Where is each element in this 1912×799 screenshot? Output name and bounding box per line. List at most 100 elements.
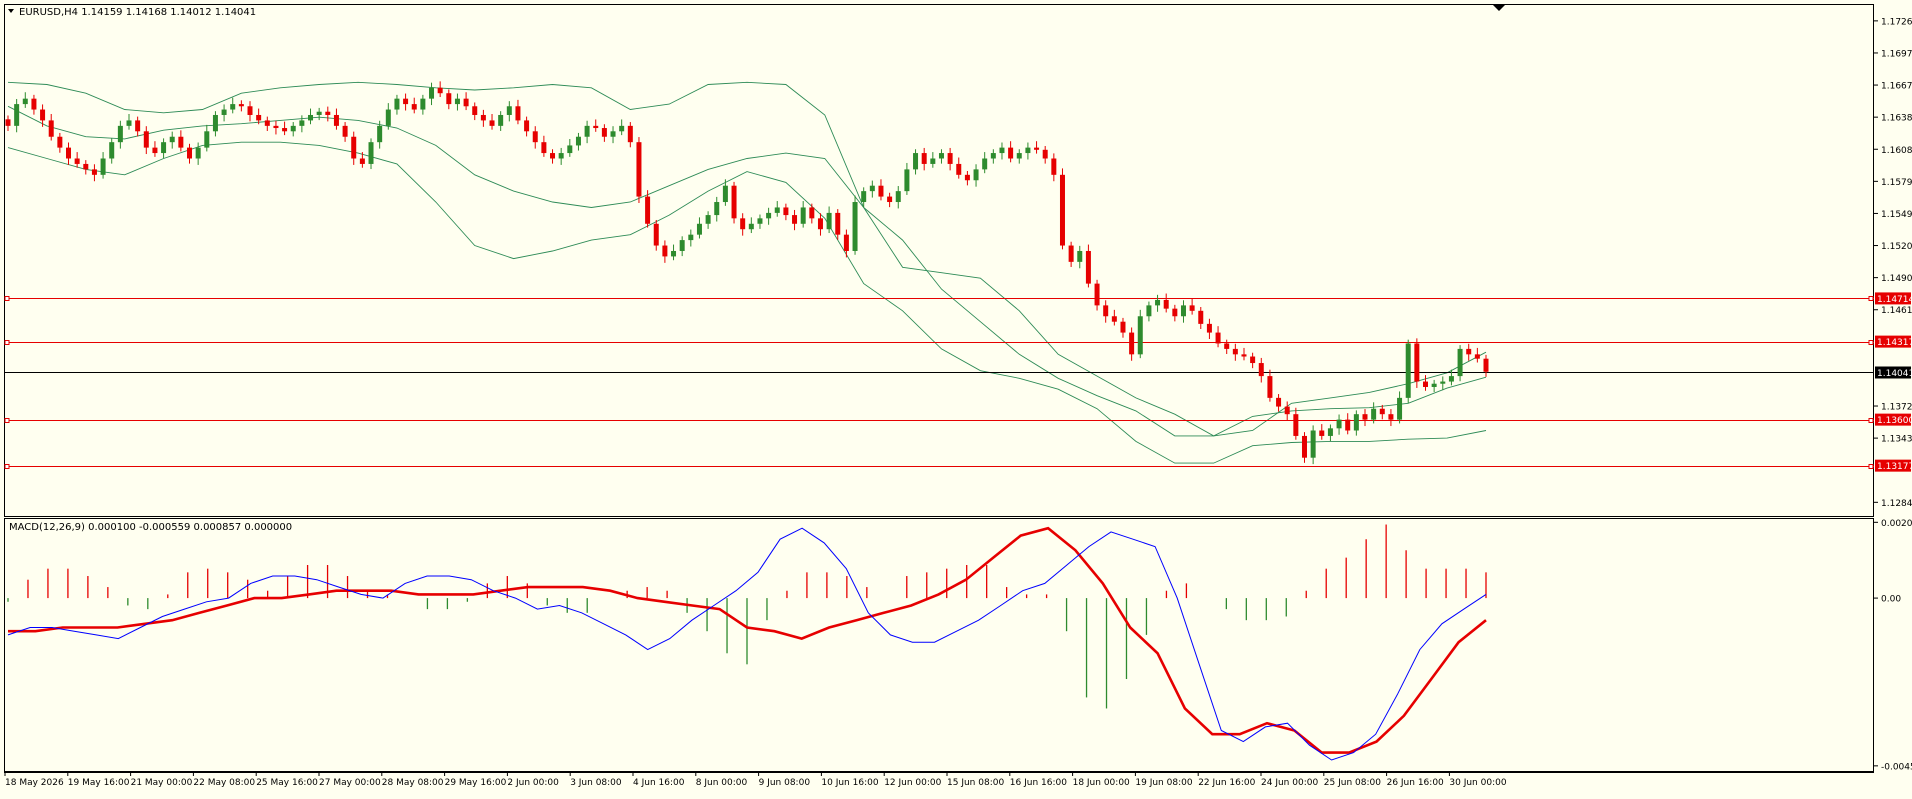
candle — [22, 92, 28, 108]
macd-axis-label: -0.004561 — [1881, 762, 1912, 772]
candle — [230, 97, 236, 114]
candle — [558, 147, 564, 165]
candle-body — [1267, 376, 1273, 398]
candle — [429, 82, 435, 106]
candle-body — [627, 125, 633, 143]
candle — [1284, 401, 1290, 421]
candle — [861, 187, 867, 208]
candle — [325, 106, 331, 122]
candle — [1448, 369, 1454, 386]
shift-marker-icon[interactable] — [1493, 5, 1505, 11]
candle — [1327, 424, 1333, 442]
candle-body — [48, 120, 54, 137]
candle — [299, 115, 305, 133]
candle — [878, 179, 884, 201]
candle — [1172, 304, 1178, 322]
candle — [1025, 142, 1031, 160]
candle — [835, 209, 841, 240]
time-axis-label: 25 Jun 08:00 — [1324, 778, 1381, 788]
candle — [446, 89, 452, 110]
candle-body — [126, 120, 132, 126]
candle-body — [117, 125, 123, 143]
candle-body — [264, 120, 270, 126]
candlesticks — [5, 81, 1489, 465]
candle — [247, 101, 253, 122]
candle — [645, 190, 651, 228]
candle-body — [973, 169, 979, 181]
candle-body — [688, 234, 694, 241]
time-axis-label: 2 Jun 00:00 — [507, 778, 559, 788]
time-axis-label: 29 May 16:00 — [445, 778, 507, 788]
candle-body — [584, 125, 590, 137]
candle-body — [913, 153, 919, 170]
candle — [1293, 407, 1299, 440]
candle — [40, 104, 46, 127]
candle — [1085, 244, 1091, 288]
candle — [1414, 338, 1420, 388]
candle — [351, 131, 357, 165]
candle — [575, 132, 581, 151]
candle — [420, 94, 426, 115]
candle — [904, 162, 910, 195]
candle-body — [1345, 419, 1351, 431]
candle — [489, 113, 495, 130]
candle — [757, 214, 763, 229]
candle-body — [359, 158, 365, 164]
level-price-label: 1.14714 — [1877, 295, 1912, 305]
candle — [567, 139, 573, 157]
candle — [14, 98, 20, 133]
candle — [394, 94, 400, 115]
price-axis-label: 1.17265 — [1881, 17, 1912, 27]
candle-body — [1198, 310, 1204, 324]
candle — [601, 124, 607, 142]
time-axis-label: 19 May 16:00 — [68, 778, 130, 788]
candle — [947, 147, 953, 171]
candle-body — [904, 169, 910, 192]
candle-body — [1440, 381, 1446, 384]
candle — [212, 111, 218, 137]
candle — [748, 217, 754, 234]
candle-body — [1301, 435, 1307, 458]
price-axis-label: 1.14610 — [1881, 306, 1912, 316]
candle-body — [1206, 323, 1212, 333]
bollinger-lower-line — [7, 141, 1487, 464]
candle-body — [653, 223, 659, 246]
candle — [1042, 145, 1048, 164]
candle-body — [403, 98, 409, 105]
candle-body — [1232, 348, 1238, 355]
level-handle-right — [1868, 296, 1874, 301]
price-axis-label: 1.16085 — [1881, 146, 1912, 156]
candle-body — [1146, 305, 1152, 317]
candle-body — [550, 153, 556, 159]
candle-body — [593, 125, 599, 129]
level-price-label: 1.13600 — [1877, 416, 1912, 426]
candle — [411, 97, 417, 114]
candle-body — [385, 109, 391, 126]
candle — [135, 116, 141, 137]
macd-signal-line — [8, 526, 1487, 754]
candle — [463, 92, 469, 111]
candle — [187, 143, 193, 164]
collapse-triangle-icon[interactable] — [8, 9, 14, 13]
candle — [619, 119, 625, 136]
candle — [1267, 369, 1273, 402]
candle — [1276, 394, 1282, 412]
candle-body — [792, 215, 798, 224]
candle — [342, 122, 348, 142]
candle — [109, 138, 115, 164]
candle-body — [143, 131, 149, 148]
candle — [1232, 343, 1238, 361]
level-price-label: 1.13177 — [1877, 462, 1912, 472]
candle-body — [256, 114, 262, 121]
candle — [671, 244, 677, 261]
candle — [256, 108, 262, 125]
candle — [1336, 414, 1342, 435]
time-axis-label: 8 Jun 00:00 — [696, 778, 748, 788]
candle — [480, 109, 486, 127]
candle-body — [947, 153, 953, 164]
time-axis-label: 12 Jun 00:00 — [884, 778, 941, 788]
candle — [714, 196, 720, 222]
candle-body — [1319, 430, 1325, 436]
candle — [290, 122, 296, 137]
